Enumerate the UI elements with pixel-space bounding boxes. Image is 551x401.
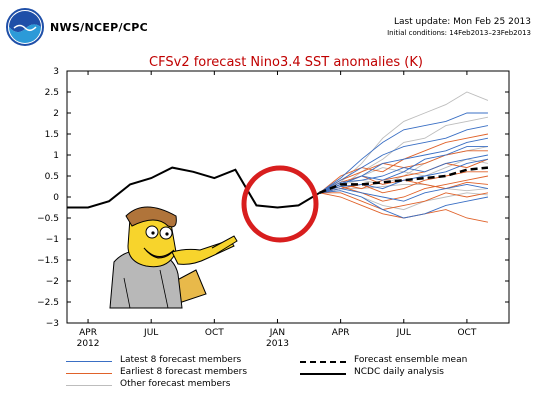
forecast-member-latest — [319, 125, 489, 194]
highlight-circle — [241, 165, 319, 243]
y-tick-label: −1 — [46, 235, 59, 245]
x-tick-label: OCT — [205, 328, 224, 338]
forecast-member-other — [319, 190, 488, 211]
x-tick-label: APR — [79, 328, 97, 338]
y-tick-label: 0 — [53, 193, 59, 203]
y-tick-label: 0.5 — [45, 172, 59, 182]
noaa-logo-icon — [6, 8, 44, 46]
x-tick-sublabel: 2012 — [77, 339, 100, 349]
cartoon-character-illustration — [109, 206, 238, 309]
x-tick-label: JUL — [143, 328, 158, 338]
forecast-member-earliest — [319, 192, 489, 211]
forecast-member-latest — [319, 112, 488, 194]
x-tick-label: APR — [332, 328, 350, 338]
observed-series-line — [67, 166, 321, 209]
y-tick-label: 3 — [53, 67, 59, 77]
y-tick-label: 1.5 — [45, 130, 59, 140]
y-tick-label: 2 — [53, 109, 59, 119]
x-tick-label: JUL — [396, 328, 411, 338]
y-tick-label: −1.5 — [37, 256, 59, 266]
main-series — [67, 166, 489, 209]
y-tick-label: −0.5 — [37, 214, 59, 224]
header: NWS/NCEP/CPC Last update: Mon Feb 25 201… — [0, 0, 551, 48]
x-tick-label: OCT — [457, 328, 476, 338]
last-update-text: Last update: Mon Feb 25 2013 — [393, 17, 531, 27]
forecast-member-earliest — [319, 175, 489, 202]
forecast-member-latest — [319, 190, 489, 219]
forecast-member-earliest — [319, 171, 488, 194]
agency-label: NWS/NCEP/CPC — [50, 21, 148, 34]
y-tick-label: 2.5 — [45, 88, 59, 98]
forecast-member-latest — [319, 146, 488, 194]
chart-title: CFSv2 forecast Nino3.4 SST anomalies (K) — [149, 55, 423, 70]
y-axis: 3 2.5 2 1.5 1 0.5 0 −0.5 −1 −1.5 −2 −2.5 −3 — [37, 67, 509, 329]
initial-conditions-text: Initial conditions: 14Feb2013–23Feb2013 — [387, 29, 531, 37]
forecast-member-latest — [319, 158, 489, 194]
x-tick-label: JAN — [269, 328, 285, 338]
noaa-logo — [6, 8, 44, 46]
forecast-member-latest — [319, 183, 489, 202]
y-tick-label: −2.5 — [37, 298, 59, 308]
x-tick-sublabel: 2013 — [266, 339, 289, 349]
y-tick-label: 1 — [53, 151, 59, 161]
forecast-members — [319, 91, 489, 223]
y-tick-label: −2 — [46, 277, 59, 287]
y-tick-label: −3 — [46, 319, 59, 329]
